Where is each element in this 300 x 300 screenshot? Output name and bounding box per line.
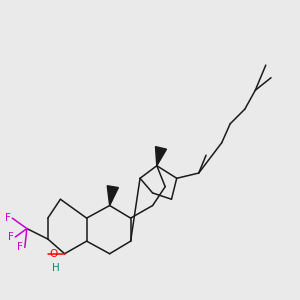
Text: F: F xyxy=(5,213,10,223)
Text: F: F xyxy=(17,242,23,252)
Text: H: H xyxy=(52,263,59,273)
Text: F: F xyxy=(8,232,14,242)
Polygon shape xyxy=(155,147,167,166)
Polygon shape xyxy=(107,186,118,206)
Text: O: O xyxy=(50,249,58,259)
